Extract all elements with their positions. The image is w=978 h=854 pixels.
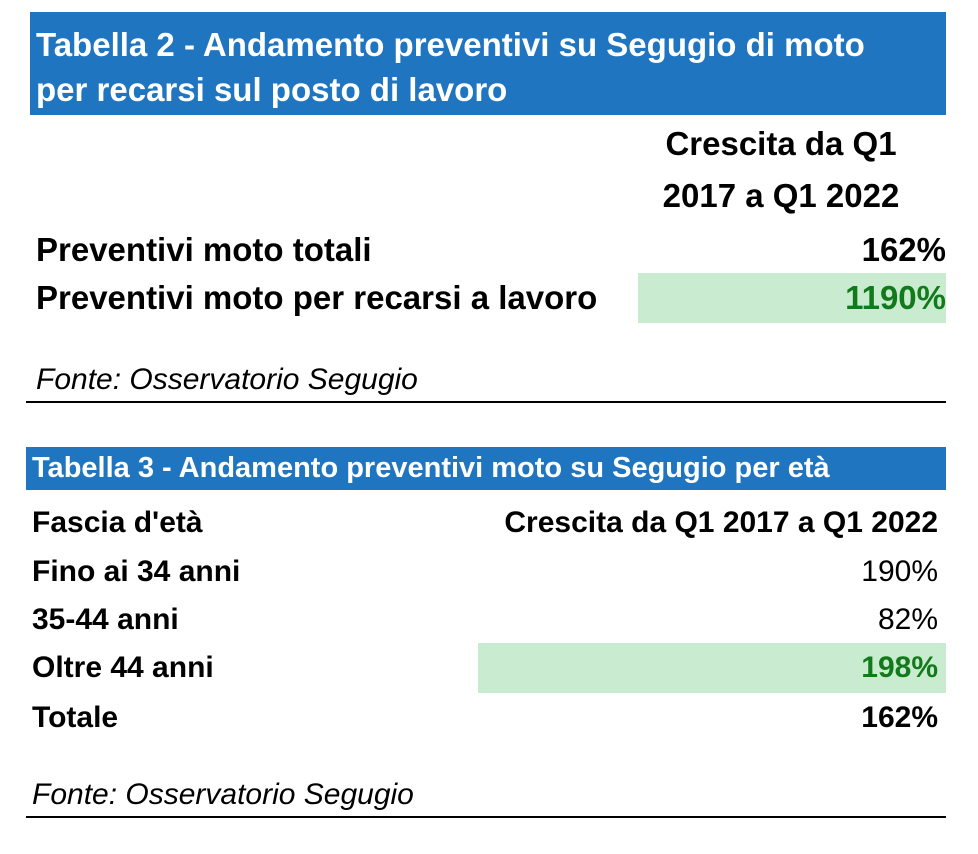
- table3-row-label: 35-44 anni: [32, 603, 179, 636]
- table2-header-line1: Crescita da Q1: [665, 125, 897, 162]
- table3-row-value: 198%: [861, 651, 938, 684]
- table2-header-line2: 2017 a Q1 2022: [662, 177, 900, 214]
- table2-highlight-cell: [638, 273, 946, 323]
- table2-source: Fonte: Osservatorio Segugio: [36, 363, 418, 396]
- table3-source: Fonte: Osservatorio Segugio: [32, 778, 414, 811]
- table2-title-bar: Tabella 2 - Andamento preventivi su Segu…: [30, 12, 946, 115]
- table3-row-value: 190%: [861, 555, 938, 588]
- table3-highlight-cell: [478, 643, 946, 693]
- table3-row-value: 162%: [861, 701, 938, 734]
- table3-row-label: Oltre 44 anni: [32, 651, 214, 684]
- table2-title-line2: per recarsi sul posto di lavoro: [36, 71, 508, 108]
- table3-row-label: Fino ai 34 anni: [32, 555, 241, 588]
- table3-bottom-rule: [26, 816, 946, 818]
- table3-row-label: Totale: [32, 701, 119, 734]
- table2-column-header: Crescita da Q1 2017 a Q1 2022: [646, 118, 916, 222]
- table2-row-value: 162%: [861, 231, 946, 268]
- table2-row-label: Preventivi moto totali: [36, 231, 372, 268]
- table3-column-header-label: Fascia d'età: [32, 506, 203, 539]
- table3-row-value: 82%: [877, 603, 938, 636]
- table2-row-value: 1190%: [845, 279, 946, 316]
- table3-title: Tabella 3 - Andamento preventivi moto su…: [32, 452, 830, 484]
- table2-row-label: Preventivi moto per recarsi a lavoro: [36, 279, 598, 316]
- table3-title-bar: Tabella 3 - Andamento preventivi moto su…: [26, 447, 946, 490]
- table2-title-line1: Tabella 2 - Andamento preventivi su Segu…: [36, 26, 865, 63]
- table2-bottom-rule: [26, 401, 946, 403]
- table3-column-header-value: Crescita da Q1 2017 a Q1 2022: [504, 506, 938, 539]
